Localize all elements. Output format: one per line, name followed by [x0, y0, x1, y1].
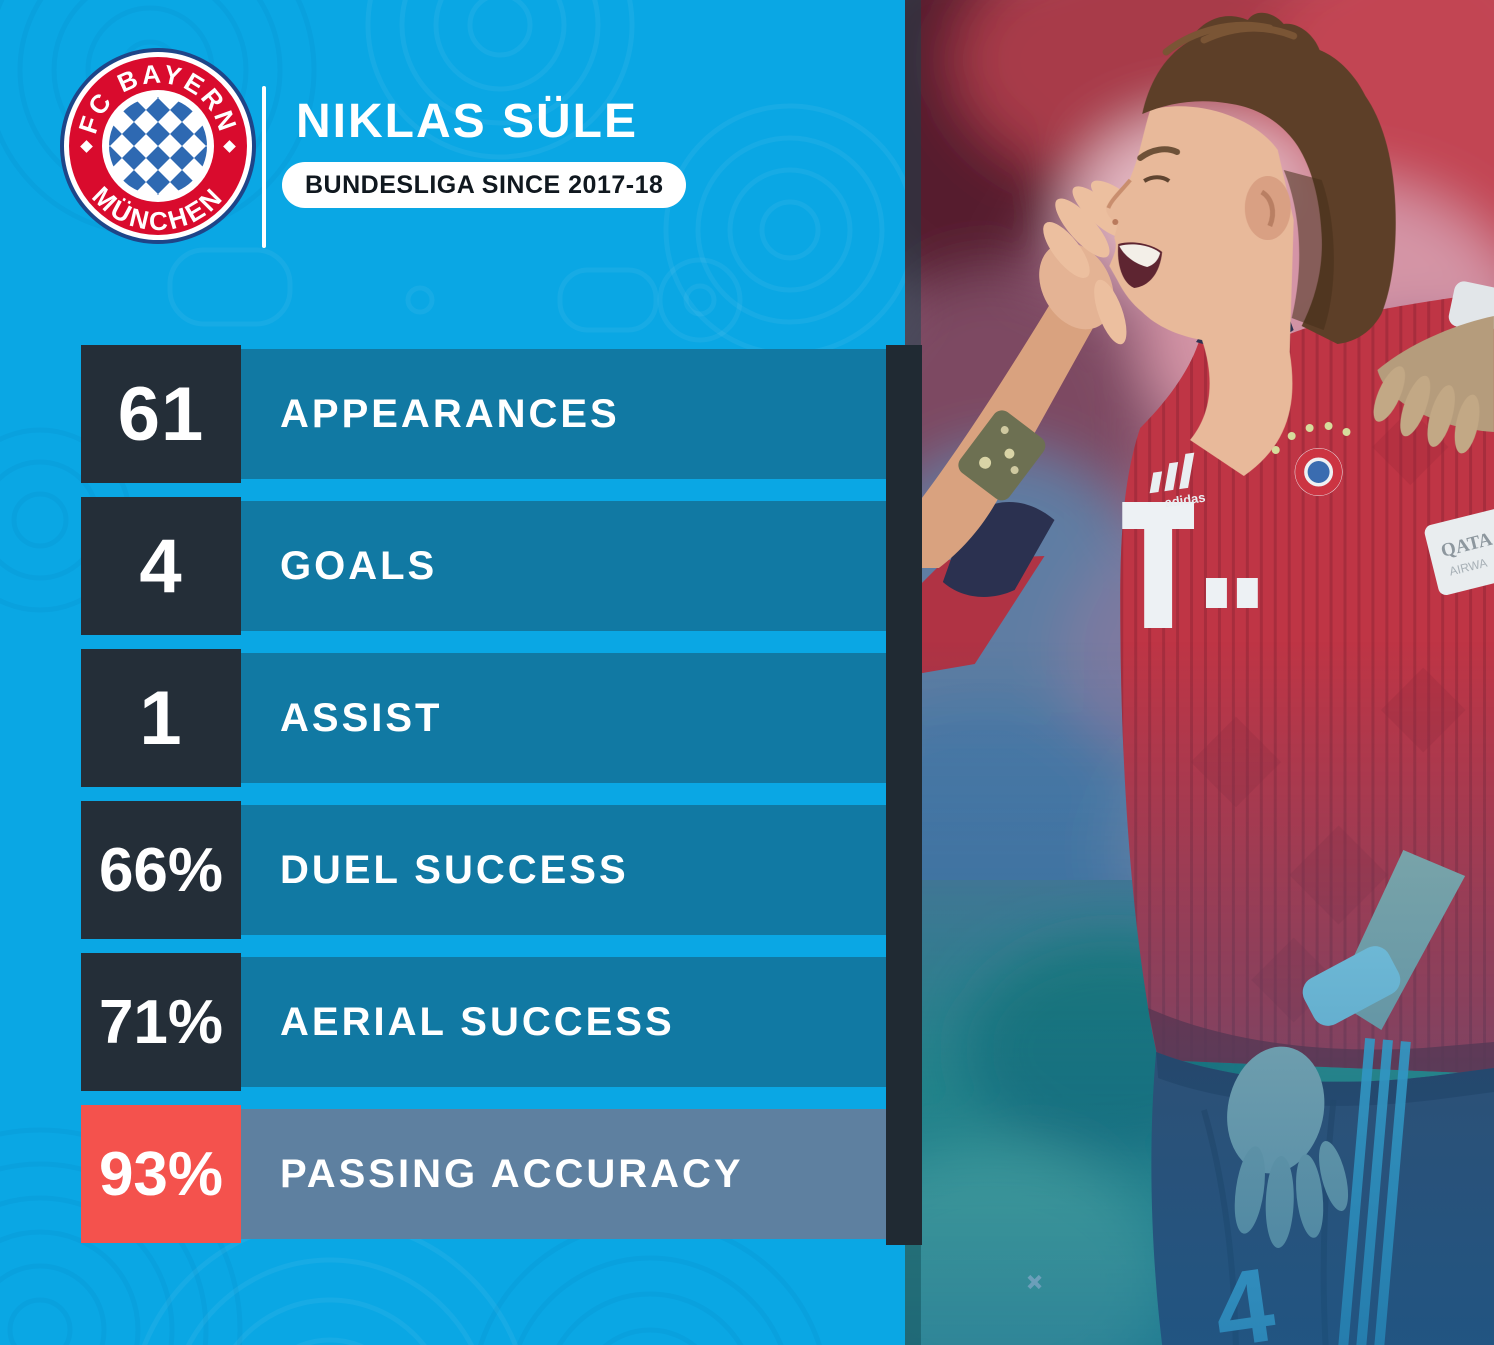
stat-label: GOALS: [280, 543, 438, 588]
stat-value-box: 71%: [81, 953, 241, 1091]
qatar-airways-patch: QATA AIRWA: [1424, 505, 1494, 596]
stat-row-duel-success: 66% DUEL SUCCESS: [81, 801, 886, 939]
stat-bar: APPEARANCES: [241, 349, 886, 479]
stat-value: 61: [117, 371, 205, 457]
player-photo: adidas QATA AIRWA: [905, 0, 1494, 1345]
player-head: [1106, 12, 1396, 476]
stat-bar: ASSIST: [241, 653, 886, 783]
stat-label: APPEARANCES: [280, 391, 620, 436]
stat-label: PASSING ACCURACY: [280, 1151, 744, 1196]
stat-bar: DUEL SUCCESS: [241, 805, 886, 935]
stat-row-assist: 1 ASSIST: [81, 649, 886, 787]
page-title: NIKLAS SÜLE: [296, 95, 639, 148]
stat-value-box: 66%: [81, 801, 241, 939]
svg-text:adidas: adidas: [1164, 490, 1207, 511]
stat-bar: GOALS: [241, 501, 886, 631]
arm-tattoo: [958, 410, 1046, 501]
stat-row-goals: 4 GOALS: [81, 497, 886, 635]
club-crest-logo: FC BAYERN MÜNCHEN: [60, 48, 256, 244]
stats-list: 61 APPEARANCES 4 GOALS 1 ASSIST 66% DUEL…: [81, 345, 886, 1257]
stat-label: ASSIST: [280, 695, 443, 740]
subtitle-badge: BUNDESLIGA SINCE 2017-18: [282, 162, 687, 208]
stat-value: 4: [139, 523, 183, 609]
stat-value-box: 93%: [81, 1105, 241, 1243]
stat-row-aerial-success: 71% AERIAL SUCCESS: [81, 953, 886, 1091]
cupped-hand: [1043, 180, 1142, 345]
stat-value: 71%: [98, 987, 224, 1057]
stats-end-strip: [886, 345, 922, 1245]
stat-value: 93%: [98, 1139, 224, 1209]
stat-bar: PASSING ACCURACY: [241, 1109, 886, 1239]
stat-label: DUEL SUCCESS: [280, 847, 629, 892]
stat-bar: AERIAL SUCCESS: [241, 957, 886, 1087]
stat-value-box: 1: [81, 649, 241, 787]
adidas-logo: adidas: [1149, 452, 1207, 511]
teammate-hand: [1373, 281, 1494, 454]
stat-value-box: 4: [81, 497, 241, 635]
subtitle-text: BUNDESLIGA SINCE 2017-18: [305, 170, 664, 199]
stat-row-passing-accuracy: 93% PASSING ACCURACY: [81, 1105, 886, 1243]
stat-value: 1: [139, 675, 183, 761]
telekom-logo: [1122, 502, 1258, 628]
stat-value: 66%: [98, 835, 224, 905]
header-divider: [262, 86, 266, 248]
stat-label: AERIAL SUCCESS: [280, 999, 675, 1044]
bayern-crest-badge: [1271, 422, 1351, 496]
photo-blue-overlay: [905, 640, 1494, 1345]
stat-value-box: 61: [81, 345, 241, 483]
header: FC BAYERN MÜNCHEN NIKLAS SÜLE BUNDESLIGA…: [0, 0, 905, 345]
stat-row-appearances: 61 APPEARANCES: [81, 345, 886, 483]
